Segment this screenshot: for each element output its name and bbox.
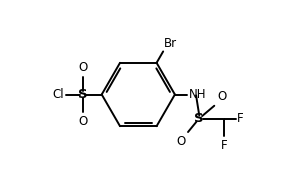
Text: O: O — [217, 90, 226, 103]
Text: S: S — [194, 112, 204, 125]
Text: O: O — [176, 135, 185, 148]
Text: S: S — [78, 88, 88, 101]
Text: Br: Br — [164, 37, 177, 50]
Text: F: F — [237, 112, 244, 125]
Text: NH: NH — [189, 88, 206, 101]
Text: Cl: Cl — [52, 88, 64, 101]
Text: O: O — [79, 61, 88, 74]
Text: O: O — [79, 115, 88, 128]
Text: F: F — [221, 139, 228, 152]
